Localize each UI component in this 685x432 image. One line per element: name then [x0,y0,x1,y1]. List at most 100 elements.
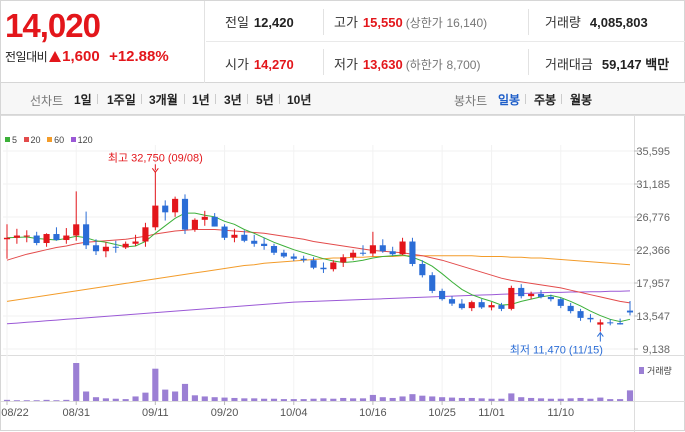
candle-body [537,293,545,297]
volume-bar [3,399,11,401]
volume-bar [92,397,100,401]
volume-bar [63,399,70,401]
toolbar-separator [141,94,142,104]
volume-bar [221,397,228,401]
amount-label: 거래대금 [545,57,593,72]
high-value: 15,550 [362,15,403,30]
candle-chart-label[interactable]: 봉차트 [454,94,488,108]
candle-body [399,241,406,255]
change-amount: 1,600 [62,48,100,65]
period-10y-button[interactable]: 10년 [287,93,312,107]
volume-label: 거래량 [545,15,581,30]
period-3y-button[interactable]: 3년 [224,93,242,107]
candle-body [379,245,386,252]
candle-body [607,322,614,324]
period-toolbar: 선차트 1일 1주일 3개월 1년 3년 5년 10년 봉차트 일봉 주봉 월봉 [1,83,685,115]
volume-bar [498,398,505,401]
candle-body [251,240,258,244]
high-label: 고가 [334,15,358,30]
volume-bar [547,398,554,401]
x-tick-label: 08/31 [62,407,90,419]
candle-body [290,256,297,259]
volume-bar [201,396,208,401]
volume-bar [488,398,495,401]
volume-bar [172,391,179,401]
volume-bar [458,397,465,401]
period-5y-button[interactable]: 5년 [256,93,274,107]
legend-swatch [23,137,29,142]
x-tick-label: 09/11 [142,407,169,419]
volume-bar [330,398,337,401]
y-tick-label: 22,366 [636,245,670,257]
period-3m-button[interactable]: 3개월 [149,93,178,107]
candle-body [23,235,30,237]
volume-cell: 거래량 4,085,803 [545,12,648,31]
period-1y-button[interactable]: 1년 [192,93,210,107]
volume-bar [617,399,624,401]
y-tick-label: 13,547 [636,311,670,323]
volume-bar [102,398,109,401]
candle-body [320,267,327,270]
high-cell: 고가 15,550 (상한가 16,140) [334,12,487,31]
volume-bar [557,398,564,401]
weekly-candle-button[interactable]: 주봉 [534,93,557,107]
legend-swatch [47,137,53,142]
candle-body [350,252,357,258]
candlestick-chart[interactable]: 35,595 31,185 26,776 22,366 17,957 13,547 9,13… [1,115,685,432]
volume-bar [142,392,149,401]
candle-body [142,227,149,242]
lower-limit-label: (하한가 [405,58,443,72]
volume-bar [43,399,50,401]
candle-body [33,235,40,244]
volume-bar [607,399,614,401]
toolbar-separator [561,94,562,104]
low-label: 저가 [334,57,358,72]
open-label: 시가 [225,57,249,72]
legend-ma60: 60 [54,135,65,145]
volume-bar [251,398,258,401]
candle-body [73,224,80,236]
candle-body [597,322,604,325]
legend-ma20: 20 [30,135,41,145]
candle-body [567,305,574,312]
candle-body [389,251,396,255]
candle-body [92,245,100,252]
volume-bar [152,368,159,401]
volume-bar [399,396,406,401]
candle-body [43,234,50,244]
low-value: 13,630 [362,57,403,72]
volume-bar [439,397,446,401]
volume-bar [191,395,198,401]
candle-body [577,311,584,318]
moving-average-lines [6,212,631,325]
period-1w-button[interactable]: 1주일 [107,93,136,107]
volume-bar [181,383,189,401]
candle-body [231,234,238,238]
daily-candle-button[interactable]: 일봉 [498,93,521,107]
candle-body [468,302,475,309]
volume-bar [122,399,129,401]
volume-bar [468,397,475,401]
open-cell: 시가 14,270 [225,54,294,73]
volume-bar [280,399,287,401]
volume-bar [508,393,515,401]
candle-body [587,317,594,320]
period-1d-button[interactable]: 1일 [74,93,92,107]
volume-bar [270,398,278,401]
quote-divider [323,49,324,75]
low-cell: 저가 13,630 (하한가 8,700) [334,54,480,73]
monthly-candle-button[interactable]: 월봉 [570,93,593,107]
x-tick-label: 08/22 [1,407,29,419]
x-tick-label: 11/10 [547,407,574,419]
quote-divider [206,41,685,42]
candle-body [162,205,169,213]
volume-bar [389,397,396,401]
candle-body [53,234,60,241]
line-chart-label[interactable]: 선차트 [30,94,64,108]
candle-body [13,235,20,238]
volume-bar [587,398,594,401]
quote-divider [528,9,529,35]
volume-bar [597,397,604,401]
candle-body [419,263,426,276]
